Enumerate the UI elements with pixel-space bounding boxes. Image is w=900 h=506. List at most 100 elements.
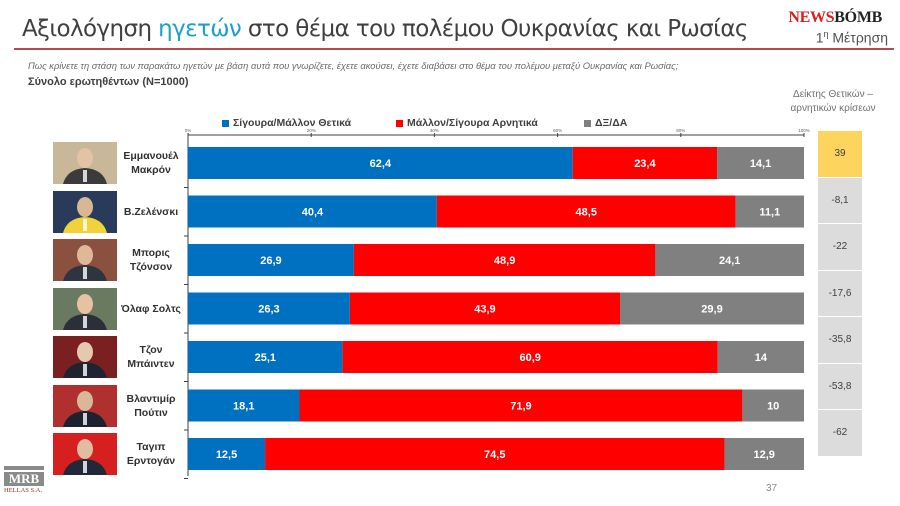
person-silhouette-icon (63, 196, 107, 233)
leader-name-line: Μακρόν (131, 164, 171, 176)
person-silhouette-icon (63, 148, 107, 184)
bar-segment (436, 195, 736, 228)
data-label: 24,1 (719, 255, 740, 267)
x-tick-label: 20% (307, 128, 316, 133)
person-silhouette-icon (63, 245, 107, 281)
data-label: 48,5 (576, 207, 597, 219)
title-highlight: ηγετών (158, 16, 242, 42)
legend-positive: Σίγουρα/Μάλλον Θετικά (222, 117, 351, 129)
index-header-line2: αρνητικών κρίσεων (790, 103, 876, 114)
bar-segment (620, 292, 804, 325)
leader-photo (53, 190, 117, 233)
person-silhouette-icon (63, 342, 107, 378)
index-value-cell: -8,1 (818, 177, 862, 223)
bar-segment (349, 292, 620, 325)
bar-segment (188, 341, 343, 373)
measurement-label: 1η Μέτρηση (816, 29, 888, 46)
bar-segment (188, 389, 300, 422)
index-value-cell: 39 (818, 131, 862, 177)
logo-bar (4, 466, 44, 470)
data-label: 12,5 (216, 449, 237, 461)
data-label: 48,9 (494, 255, 515, 267)
data-label: 43,9 (474, 304, 495, 316)
leader-photo (53, 142, 117, 184)
person-silhouette-icon (63, 293, 107, 330)
data-label: 11,1 (759, 207, 780, 219)
bar-segment (572, 147, 718, 179)
leader-name-line: Μπάιντεν (127, 358, 175, 370)
title-text-rest: στο θέμα του πολέμου Ουκρανίας και Ρωσία… (241, 16, 749, 42)
page-number: 37 (766, 483, 778, 494)
data-label: 62,4 (370, 158, 392, 170)
legend-label-negative: Μάλλον/Σίγουρα Αρνητικά (407, 117, 538, 129)
measurement-text: Μέτρηση (828, 29, 888, 46)
person-silhouette-icon (63, 439, 107, 475)
index-header: Δείκτης Θετικών – αρνητικών κρίσεων (778, 88, 888, 116)
leader-photo (53, 336, 117, 378)
survey-question: Πως κρίνετε τη στάση των παρακάτω ηγετών… (28, 60, 679, 71)
index-value-cell: -62 (818, 410, 862, 456)
brand-news: NEWS (788, 9, 835, 26)
newsbomb-logo: NEWSBÓMB (788, 9, 882, 27)
bar-segment (742, 389, 804, 422)
leader-name-line: Όλαφ Σολτς (121, 302, 181, 315)
leader-name-line: Μπορις (132, 247, 170, 259)
leader-name-line: Πούτιν (134, 406, 168, 419)
bar-segment (655, 244, 804, 276)
legend-label-dk-na: ΔΞ/ΔΑ (595, 117, 628, 129)
data-label: 25,1 (255, 352, 276, 364)
legend-swatch-dk-na (584, 119, 591, 127)
legend-dk-na: ΔΞ/ΔΑ (584, 117, 627, 129)
leader-name: Β.Ζελένσκι (118, 205, 184, 219)
data-label: 18,1 (233, 401, 254, 413)
leader-name-line: Ερντογάν (126, 455, 176, 467)
leader-name: Εμμανουέλ Μακρόν (118, 149, 184, 177)
x-tick-label: 60% (553, 128, 562, 133)
legend-label-positive: Σίγουρα/Μάλλον Θετικά (233, 117, 352, 129)
data-label: 40,4 (302, 207, 324, 219)
bar-segment (353, 244, 656, 276)
sample-size: Σύνολο ερωτηθέντων (N=1000) (28, 76, 189, 88)
legend-negative: Μάλλον/Σίγουρα Αρνητικά (396, 117, 538, 129)
leader-name: Βλαντιμίρ Πούτιν (118, 392, 184, 420)
data-label: 60,9 (519, 352, 540, 364)
legend-swatch-negative (396, 119, 403, 127)
data-label: 26,9 (260, 255, 281, 267)
title-text: Αξιολόγηση (22, 16, 159, 42)
leader-name-line: Ταγιπ (136, 441, 166, 453)
data-label: 23,4 (634, 158, 656, 170)
bar-segment (735, 195, 804, 228)
x-tick-label: 80% (676, 128, 685, 133)
leader-name-line: Βλαντιμίρ (126, 392, 176, 405)
data-label: 10 (767, 401, 779, 413)
index-value-cell: -22 (818, 224, 862, 270)
bar-segment (265, 438, 725, 470)
x-tick-label: 40% (430, 128, 439, 133)
index-header-line1: Δείκτης Θετικών – (793, 89, 873, 100)
measurement-sup: η (823, 29, 829, 39)
data-label: 12,9 (754, 449, 775, 461)
bar-segment (342, 341, 718, 373)
data-label: 14 (755, 352, 768, 364)
person-silhouette-icon (63, 390, 107, 427)
x-tick-label: 100% (798, 128, 810, 133)
data-label: 29,9 (701, 304, 722, 316)
leader-name: Μπορις Τζόνσον (118, 246, 184, 274)
bar-segment (188, 147, 573, 179)
logo-text: MRB (4, 472, 44, 486)
data-label: 71,9 (510, 401, 531, 413)
bar-segment (188, 244, 354, 276)
logo-subtext: HELLAS S.A. (4, 487, 43, 494)
mrb-logo: MRB HELLAS S.A. (4, 466, 44, 494)
bar-segment (188, 195, 437, 228)
index-value-cell: -17,6 (818, 270, 862, 316)
data-label: 74,5 (484, 449, 505, 461)
leader-name: Ταγιπ Ερντογάν (118, 440, 184, 468)
x-tick-label: 0% (185, 128, 192, 133)
bar-segment (717, 147, 804, 179)
data-label: 26,3 (258, 304, 279, 316)
leader-name-line: Εμμανουέλ (123, 150, 179, 162)
data-label: 14,1 (750, 158, 771, 170)
brand-bomb: BÓMB (834, 9, 882, 26)
